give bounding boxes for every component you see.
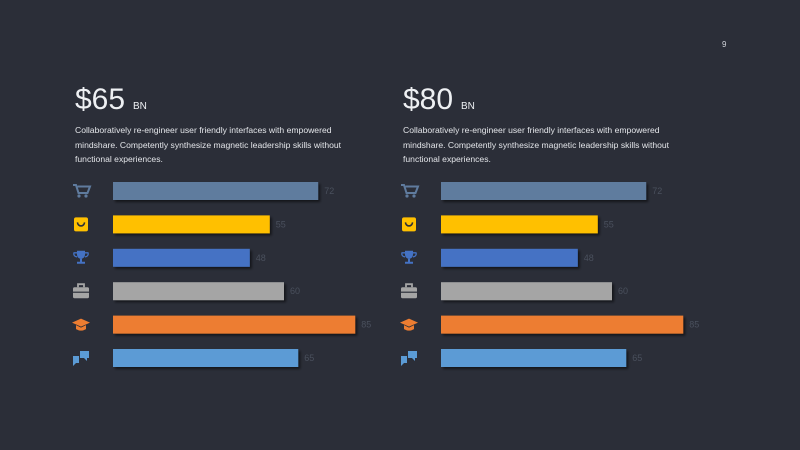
icon-shape <box>405 250 413 264</box>
icon-shape <box>73 184 92 194</box>
bar <box>441 248 578 267</box>
icon-shape <box>73 356 79 366</box>
icon-shape <box>408 351 417 361</box>
icon-shape <box>74 217 88 232</box>
value-label: 55 <box>276 219 286 229</box>
value-label: 48 <box>256 253 266 263</box>
icon-shape <box>400 318 418 331</box>
category-icon <box>74 217 88 232</box>
icon-shape <box>72 318 90 331</box>
icon-shape <box>405 283 413 288</box>
bar <box>113 182 319 200</box>
headline-value: $65 <box>75 83 125 116</box>
icon-shape <box>73 252 89 258</box>
category-icon <box>401 250 417 264</box>
icon-shape <box>77 283 85 288</box>
bar <box>113 315 356 334</box>
icon-shape <box>76 222 86 227</box>
value-label: 60 <box>618 286 628 296</box>
icon-shape <box>401 184 420 194</box>
icon-shape <box>404 222 414 227</box>
value-label: 55 <box>604 219 614 229</box>
icon-shape <box>412 194 416 198</box>
value-label: 65 <box>632 353 642 363</box>
category-icon <box>72 318 90 331</box>
bar <box>113 215 270 234</box>
bar <box>441 215 598 234</box>
icon-shape <box>77 250 85 264</box>
icon-shape <box>402 217 416 232</box>
icon-shape <box>77 194 81 198</box>
category-icon <box>402 217 416 232</box>
page-number: 9 <box>722 40 727 49</box>
category-icon <box>401 351 417 366</box>
category-icon <box>73 351 89 366</box>
bar <box>441 349 627 367</box>
category-icon <box>73 283 89 299</box>
category-icon <box>401 283 417 299</box>
description: Collaboratively re-engineer user friendl… <box>75 125 342 164</box>
icon-shape <box>80 351 89 361</box>
category-icon <box>73 184 92 198</box>
headline-value: $80 <box>403 83 453 116</box>
icon-shape <box>401 356 407 366</box>
category-icon <box>400 318 418 331</box>
bar <box>441 282 612 301</box>
bar <box>113 248 250 267</box>
value-label: 60 <box>290 286 300 296</box>
value-label: 48 <box>584 253 594 263</box>
value-label: 85 <box>361 320 371 330</box>
value-label: 72 <box>324 186 334 196</box>
icon-shape <box>401 252 417 258</box>
icon-shape <box>405 194 409 198</box>
description: Collaboratively re-engineer user friendl… <box>403 125 670 164</box>
bar <box>113 282 284 301</box>
category-icon <box>73 250 89 264</box>
bar <box>113 349 299 367</box>
value-label: 65 <box>304 353 314 363</box>
value-label: 85 <box>689 320 699 330</box>
category-icon <box>401 184 420 198</box>
bar <box>441 315 684 334</box>
headline-unit: BN <box>461 101 475 112</box>
headline-unit: BN <box>133 101 147 112</box>
bar <box>441 182 647 200</box>
value-label: 72 <box>652 186 662 196</box>
icon-shape <box>84 194 88 198</box>
